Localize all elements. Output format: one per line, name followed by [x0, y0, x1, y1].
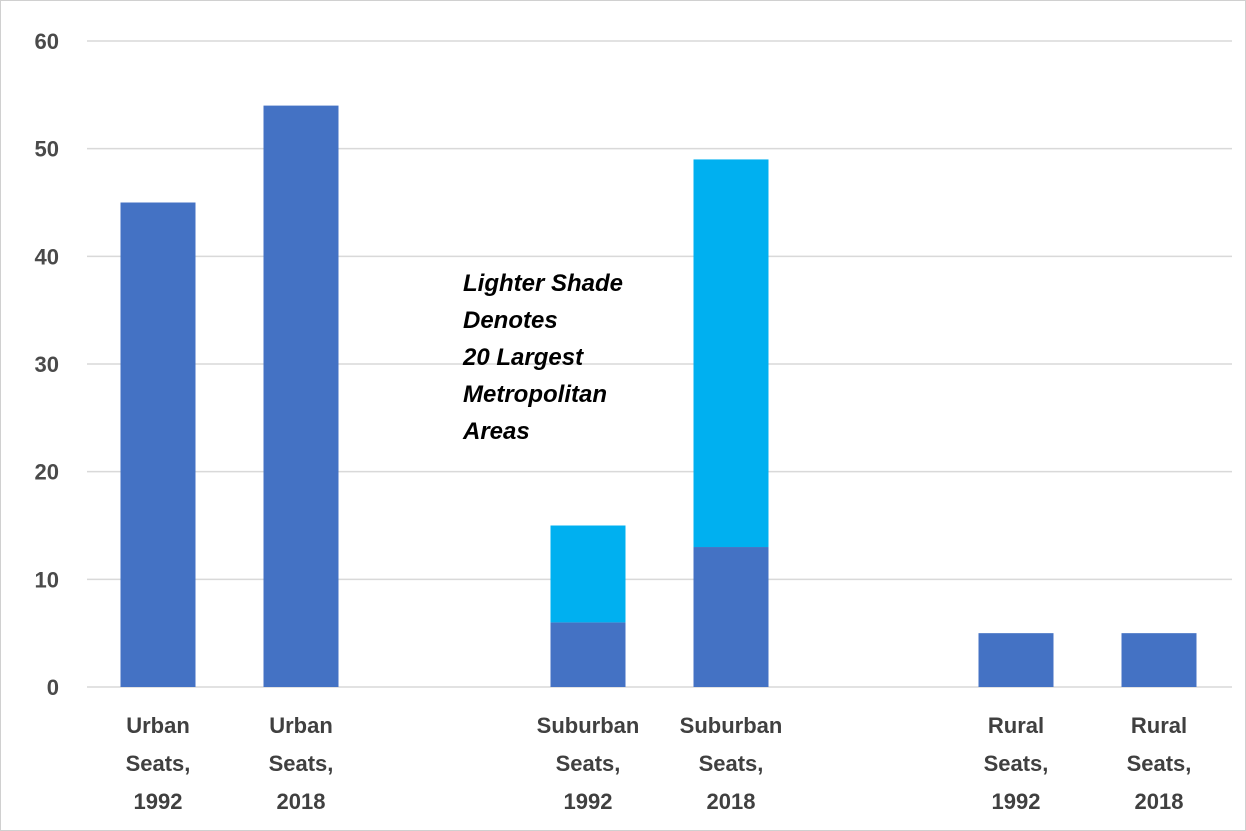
- x-category-label: Seats,: [699, 751, 764, 776]
- y-tick-label: 30: [35, 352, 59, 377]
- x-category-label: Urban: [126, 713, 190, 738]
- annotation-line: Lighter Shade: [463, 270, 623, 297]
- annotation-line: Areas: [462, 418, 530, 445]
- y-tick-label: 60: [35, 29, 59, 54]
- x-category-label: Rural: [1131, 713, 1187, 738]
- annotation-line: 20 Largest: [462, 344, 584, 371]
- y-tick-label: 20: [35, 460, 59, 485]
- bar-segment-4-0: [978, 633, 1054, 687]
- y-tick-label: 0: [47, 675, 59, 700]
- bar-segment-1-0: [263, 105, 339, 688]
- x-category-label: Suburban: [680, 713, 783, 738]
- x-category-label: 1992: [564, 789, 613, 814]
- x-category-label: Seats,: [126, 751, 191, 776]
- x-category-label: 2018: [1135, 789, 1184, 814]
- x-category-label: Seats,: [269, 751, 334, 776]
- x-category-label: 1992: [134, 789, 183, 814]
- annotation-line: Denotes: [463, 307, 558, 334]
- bar-segment-2-0: [550, 622, 626, 687]
- x-category-label: Suburban: [537, 713, 640, 738]
- bar-segment-3-1: [693, 159, 769, 548]
- x-category-label: 2018: [277, 789, 326, 814]
- annotation-line: Metropolitan: [463, 381, 607, 408]
- x-category-label: Urban: [269, 713, 333, 738]
- bar-segment-0-0: [120, 202, 196, 687]
- x-category-label: Rural: [988, 713, 1044, 738]
- bar-segment-3-0: [693, 547, 769, 687]
- y-tick-label: 50: [35, 137, 59, 162]
- x-category-label: 1992: [992, 789, 1041, 814]
- x-category-label: 2018: [707, 789, 756, 814]
- x-category-label: Seats,: [984, 751, 1049, 776]
- y-tick-label: 40: [35, 244, 59, 269]
- x-category-label: Seats,: [1127, 751, 1192, 776]
- x-category-label: Seats,: [556, 751, 621, 776]
- y-tick-label: 10: [35, 567, 59, 592]
- bar-segment-2-1: [550, 525, 626, 623]
- bar-segment-5-0: [1121, 633, 1197, 687]
